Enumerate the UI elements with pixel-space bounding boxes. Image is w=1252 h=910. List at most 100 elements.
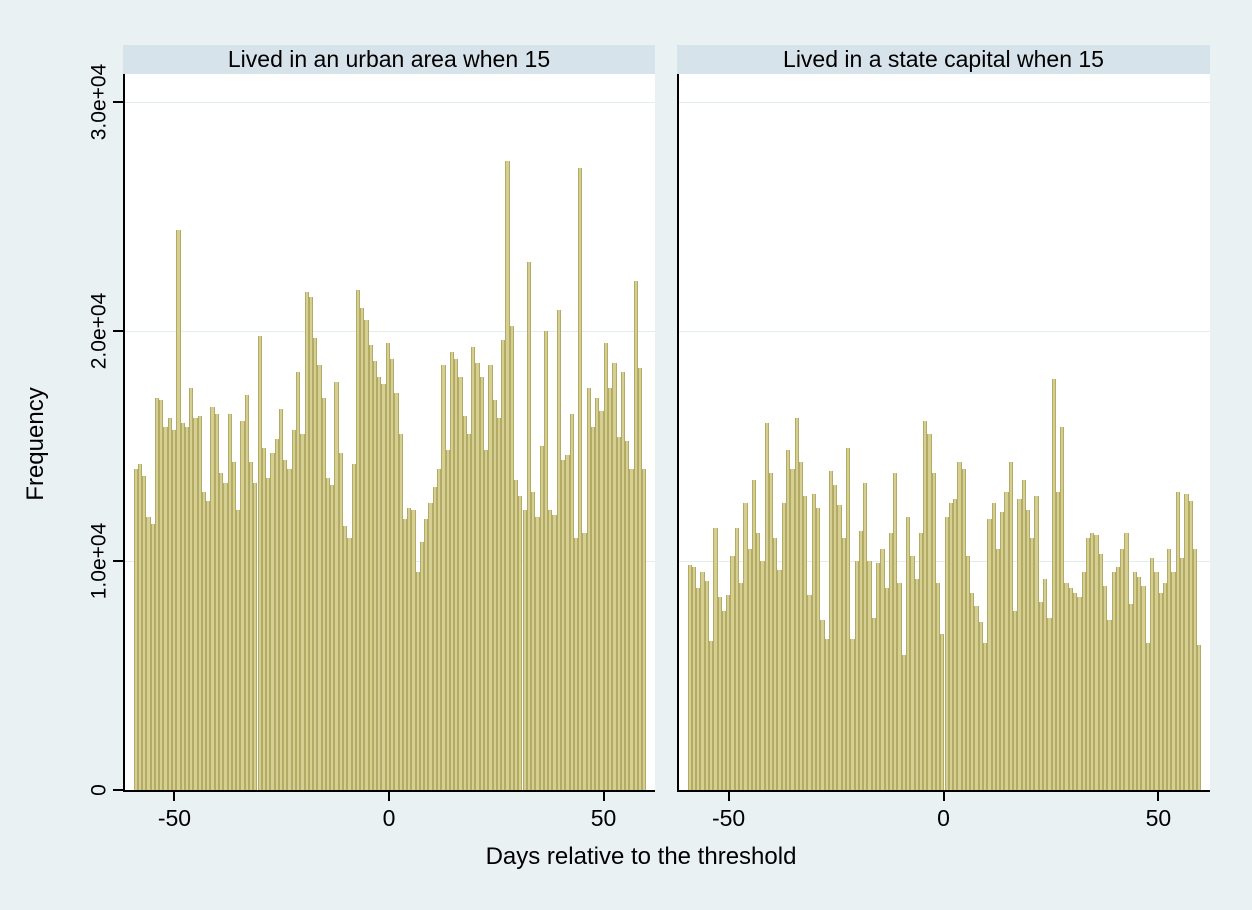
histogram-bar: [484, 450, 489, 790]
histogram-bar: [342, 526, 348, 790]
histogram-bar: [637, 367, 643, 790]
histogram-bar: [1085, 537, 1091, 790]
histogram-bar: [1137, 576, 1142, 790]
panel-urban: Lived in an urban area when 15 -50 0 50: [123, 0, 655, 910]
histogram-bar: [1051, 379, 1056, 790]
histogram-bar: [935, 583, 941, 790]
histogram-bar: [338, 452, 343, 790]
histogram-bar: [957, 461, 962, 790]
histogram-bar: [509, 326, 514, 790]
histogram-bar: [1081, 572, 1086, 790]
histogram-bar: [1184, 493, 1189, 790]
histogram-bar: [1064, 583, 1069, 790]
histogram-bar: [522, 510, 527, 790]
histogram-bar: [1047, 617, 1052, 790]
histogram-bar: [466, 434, 472, 790]
histogram-bar: [888, 532, 894, 790]
panel-capital-plot-area: [677, 74, 1210, 792]
histogram-bar: [620, 372, 626, 790]
histogram-bar: [970, 592, 975, 790]
histogram-bar: [1094, 535, 1099, 790]
histogram-bar: [454, 358, 459, 790]
histogram-bar: [231, 461, 237, 790]
histogram-bar: [458, 376, 463, 790]
histogram-bar: [961, 468, 966, 790]
histogram-bar: [1180, 558, 1185, 790]
panel-capital: Lived in a state capital when 15 -50 0 50: [677, 0, 1210, 910]
histogram-bar: [304, 292, 309, 790]
histogram-bar: [978, 622, 984, 790]
histogram-bar: [274, 438, 279, 790]
histogram-bar: [415, 572, 420, 790]
histogram-bar: [798, 461, 804, 790]
histogram-bar: [850, 638, 855, 790]
histogram-bar: [803, 496, 808, 790]
histogram-bar: [334, 381, 339, 790]
histogram-bar: [747, 549, 752, 790]
panel-urban-plot-area: [123, 74, 655, 792]
histogram-bar: [210, 406, 215, 790]
histogram-bar: [837, 505, 842, 790]
histogram-bar: [726, 594, 731, 790]
histogram-bar: [308, 296, 314, 790]
histogram-bar: [428, 503, 433, 790]
histogram-bar: [321, 397, 326, 790]
histogram-bar: [704, 581, 709, 790]
histogram-bar: [317, 365, 322, 790]
histogram-bar: [616, 436, 621, 790]
x-tick-mark: [1157, 792, 1160, 801]
histogram-bar: [176, 230, 181, 790]
histogram-bar: [496, 418, 502, 790]
histogram-bar: [283, 459, 288, 790]
histogram-bar: [552, 514, 557, 790]
histogram-bar: [884, 588, 889, 790]
histogram-bar: [696, 588, 701, 790]
histogram-bar: [172, 429, 177, 790]
histogram-bar: [330, 484, 335, 790]
histogram-bar: [372, 360, 378, 790]
histogram-bar: [1055, 491, 1061, 790]
y-tick-label: 1.0e+04: [87, 522, 111, 599]
histogram-bar: [918, 532, 924, 790]
histogram-bar: [214, 413, 220, 790]
histogram-bar: [154, 397, 160, 790]
histogram-bar: [1072, 592, 1078, 790]
histogram-bar: [1034, 496, 1039, 790]
histogram-bar: [1004, 491, 1009, 790]
panel-capital-title: Lived in a state capital when 15: [783, 46, 1104, 72]
histogram-bar: [1042, 578, 1048, 790]
histogram-bar: [270, 452, 275, 790]
histogram-bar: [893, 473, 898, 790]
histogram-bar: [914, 578, 919, 790]
histogram-bar: [193, 418, 198, 790]
histogram-bar: [987, 519, 992, 790]
histogram-bar: [526, 262, 532, 790]
histogram-bar: [1141, 585, 1146, 790]
histogram-bar: [1025, 510, 1031, 790]
histogram-bar: [556, 310, 561, 790]
histogram-bar: [721, 611, 727, 790]
histogram-bar: [794, 418, 799, 790]
histogram-bar: [927, 434, 932, 790]
histogram-bar: [768, 473, 774, 790]
histogram-bar: [1171, 572, 1176, 790]
histogram-bar: [1013, 611, 1018, 790]
histogram-bar: [219, 473, 224, 790]
histogram-bar: [974, 606, 979, 790]
histogram-bar: [492, 399, 497, 790]
x-axis-title: Days relative to the threshold: [485, 843, 797, 870]
histogram-bar: [488, 365, 493, 790]
histogram-bar: [691, 567, 697, 790]
histogram-bar: [1111, 572, 1116, 790]
y-tick-label: 2.0e+04: [87, 292, 111, 370]
histogram-bar: [833, 484, 838, 790]
histogram-bar: [300, 434, 305, 790]
histogram-bar: [351, 464, 356, 790]
histogram-bar: [142, 475, 147, 790]
histogram-bar: [713, 528, 718, 790]
histogram-bar: [790, 468, 795, 790]
histogram-bar: [875, 562, 881, 790]
histogram-bar: [595, 397, 600, 790]
histogram-bar: [360, 308, 365, 790]
histogram-bar: [1150, 558, 1155, 790]
